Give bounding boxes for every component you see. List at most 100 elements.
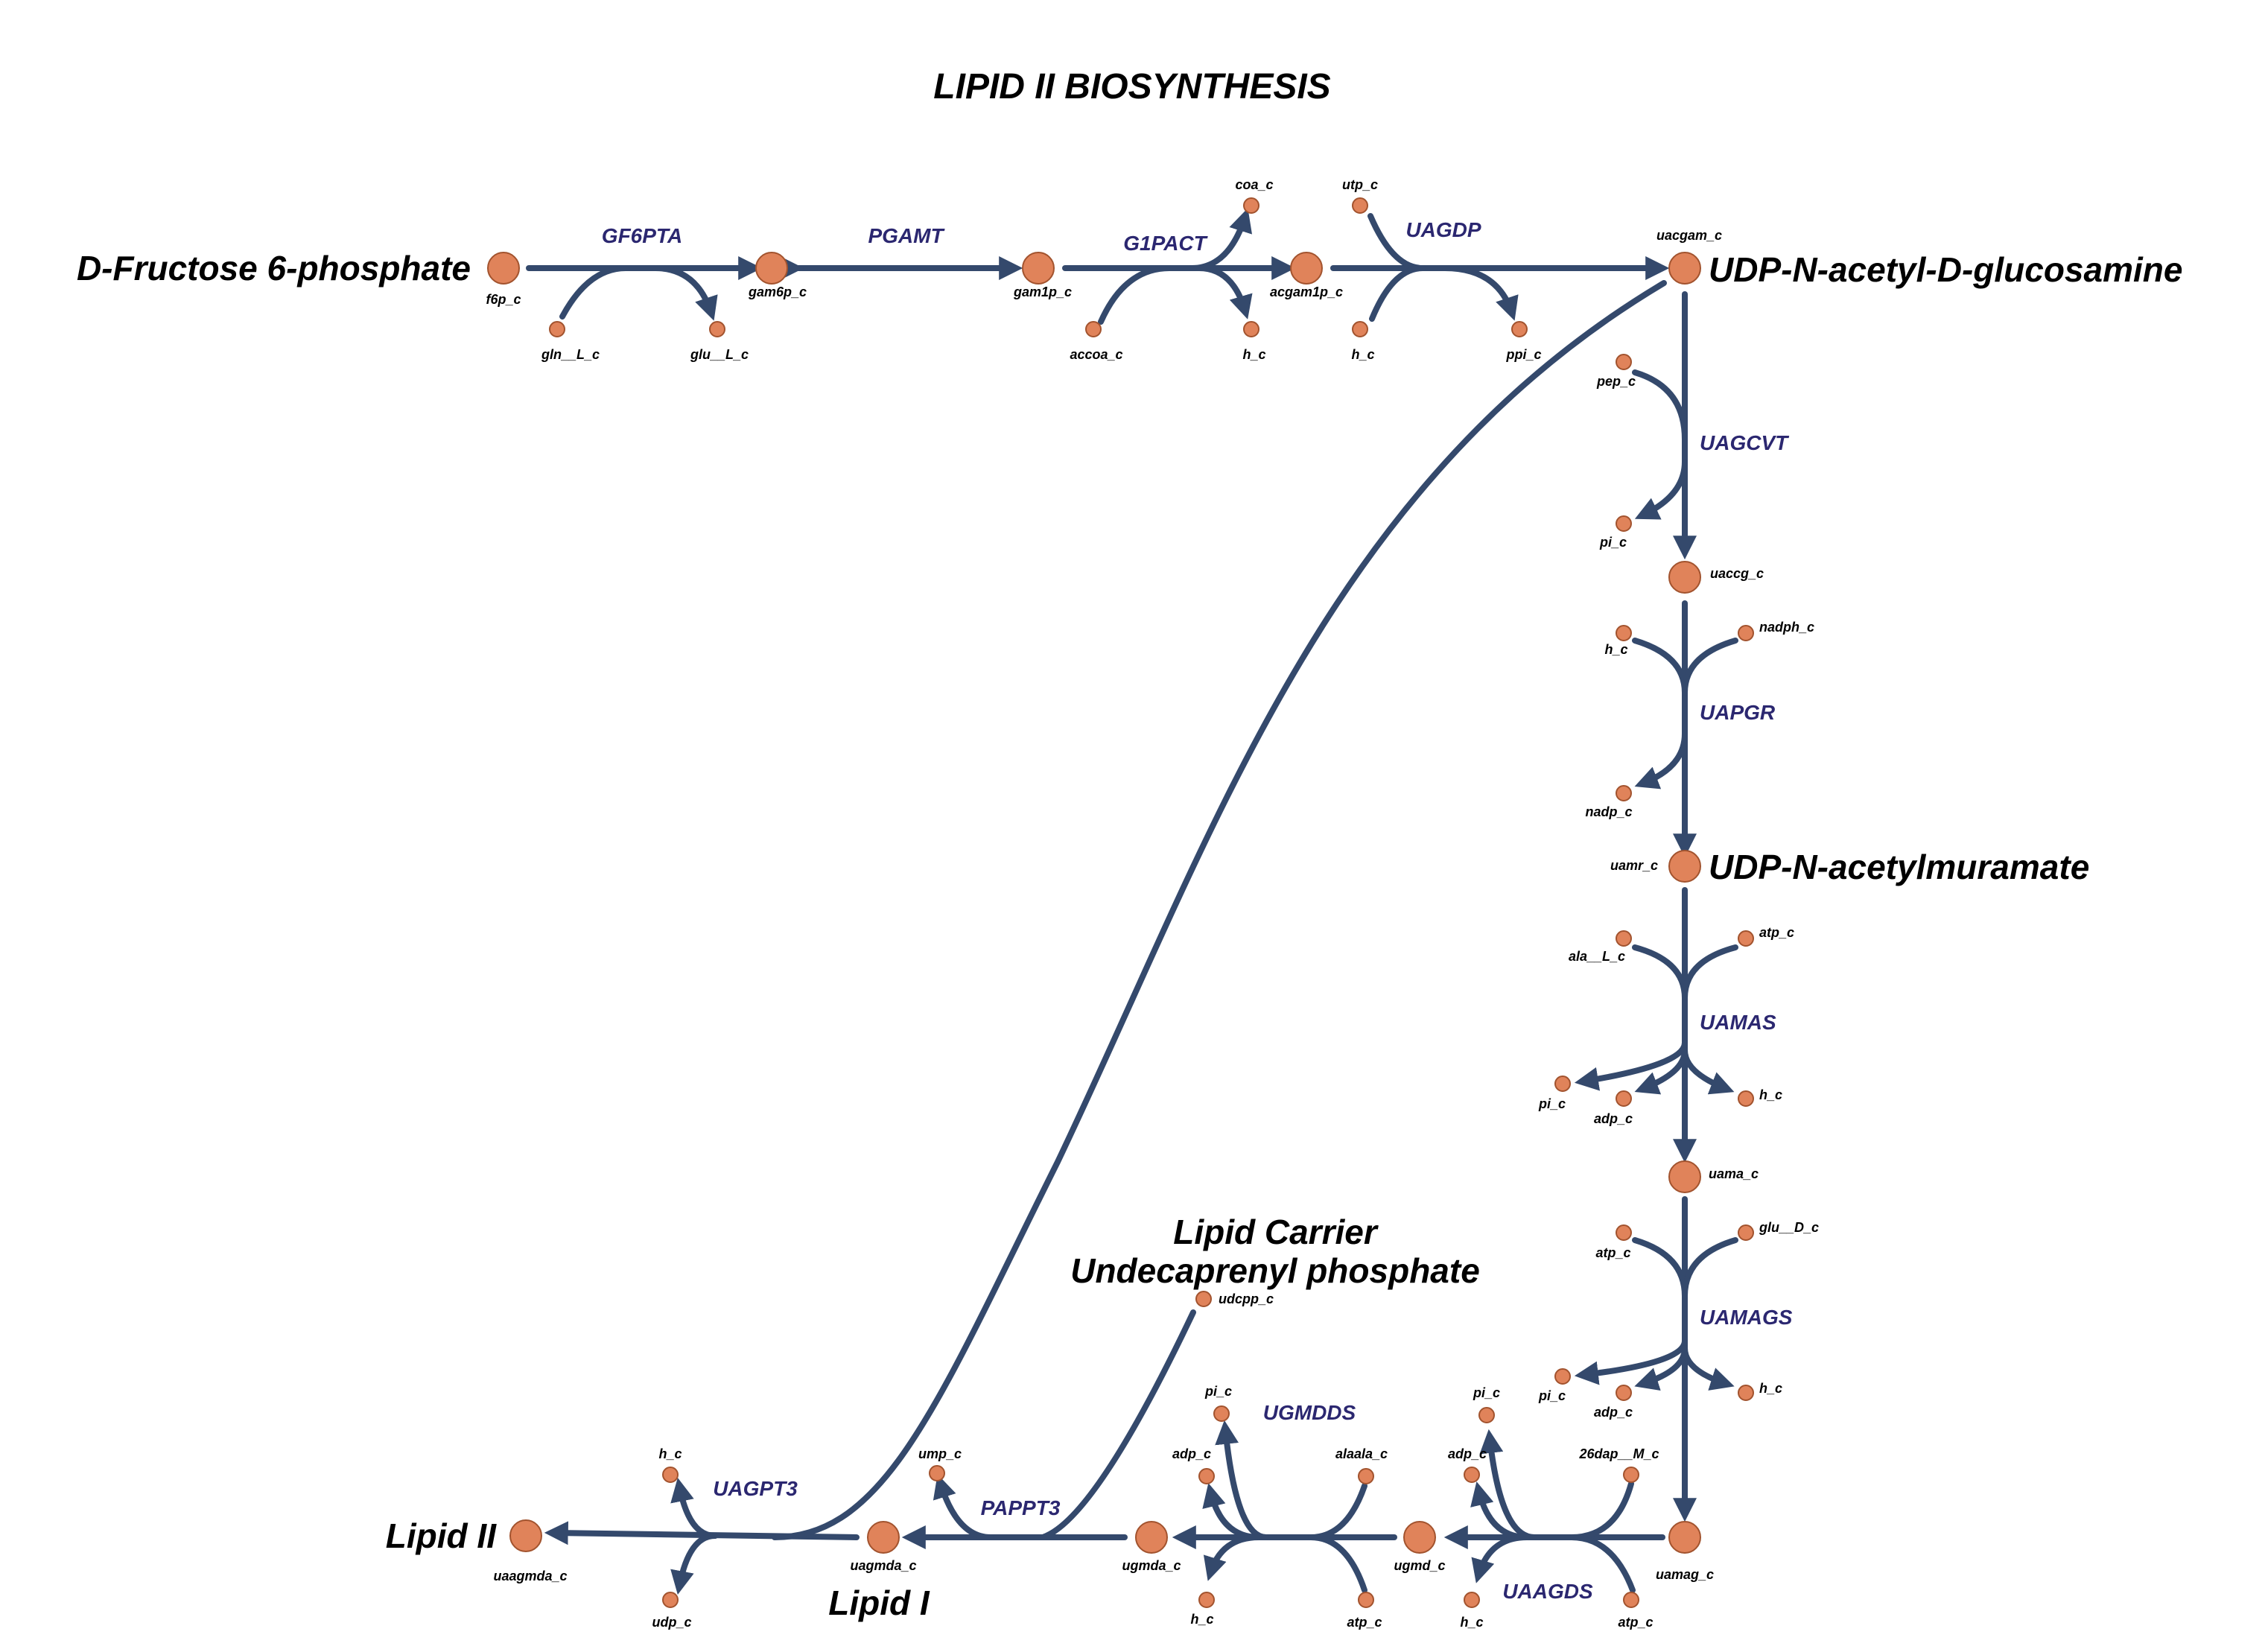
- edge-uagpt3-uacgam[interactable]: [772, 280, 1667, 1540]
- node-26dap[interactable]: [1623, 1467, 1639, 1483]
- node-adp-uamas[interactable]: [1616, 1090, 1632, 1107]
- edge-ugmdds-h[interactable]: [1203, 1534, 1262, 1581]
- node-acgam1p[interactable]: [1290, 252, 1323, 285]
- edge-pappt3-udcpp[interactable]: [1040, 1309, 1196, 1540]
- node-uagmda[interactable]: [867, 1521, 900, 1554]
- edge-uagpt3-udp[interactable]: [670, 1533, 718, 1595]
- rxn-label-uamags[interactable]: UAMAGS: [1700, 1306, 1793, 1329]
- edge-pappt3-ump[interactable]: [933, 1474, 994, 1540]
- rxn-label-gf6pta[interactable]: GF6PTA: [602, 224, 682, 247]
- node-atp-uamas[interactable]: [1738, 930, 1754, 947]
- node-adp-uamags[interactable]: [1616, 1385, 1632, 1401]
- met-label-h-uamas: h_c: [1759, 1087, 1782, 1102]
- edge-uagcvt-pi[interactable]: [1634, 459, 1688, 520]
- edge-ugmdds-atp[interactable]: [1308, 1534, 1367, 1593]
- edge-uapgr-h[interactable]: [1632, 638, 1688, 696]
- rxn-label-pappt3[interactable]: PAPPT3: [981, 1496, 1061, 1519]
- met-label-h-g1pact: h_c: [1242, 347, 1265, 362]
- edge-uagpt3-h[interactable]: [670, 1478, 718, 1539]
- edge-uaagds-h[interactable]: [1471, 1534, 1530, 1583]
- node-uamag[interactable]: [1668, 1521, 1701, 1554]
- node-gln[interactable]: [549, 321, 565, 337]
- node-ugmda[interactable]: [1135, 1521, 1168, 1554]
- edge-uagdp-h[interactable]: [1369, 265, 1426, 322]
- node-h-uagdp[interactable]: [1352, 321, 1368, 337]
- rxn-label-uagdp[interactable]: UAGDP: [1405, 218, 1481, 241]
- edge-uamas-atp[interactable]: [1682, 944, 1738, 1001]
- node-uacgam[interactable]: [1668, 252, 1701, 285]
- rxn-label-uagcvt[interactable]: UAGCVT: [1700, 431, 1790, 454]
- rxn-label-uagpt3[interactable]: UAGPT3: [713, 1477, 798, 1500]
- met-label-adp-ugmdds: adp_c: [1172, 1446, 1211, 1461]
- node-glu[interactable]: [709, 321, 725, 337]
- edge-g1pact-accoa[interactable]: [1098, 265, 1172, 325]
- rxn-label-uamas[interactable]: UAMAS: [1700, 1011, 1776, 1034]
- node-h-uagpt3[interactable]: [662, 1467, 679, 1483]
- node-adp-ugmdds[interactable]: [1198, 1468, 1215, 1484]
- edge-uaagds-26dap[interactable]: [1569, 1481, 1634, 1540]
- met-label-atp-uamas: atp_c: [1759, 925, 1794, 940]
- node-pi-uaagds[interactable]: [1478, 1407, 1495, 1423]
- node-uaccg[interactable]: [1668, 561, 1701, 594]
- node-accoa[interactable]: [1085, 321, 1102, 337]
- node-uaagmda[interactable]: [509, 1519, 542, 1552]
- node-nadp[interactable]: [1616, 785, 1632, 801]
- met-label-uagmda: uagmda_c: [850, 1558, 916, 1573]
- edge-uamags-glu[interactable]: [1682, 1237, 1738, 1299]
- node-pi-ugmdds[interactable]: [1213, 1405, 1230, 1422]
- edge-ugmdds-pi[interactable]: [1215, 1420, 1269, 1540]
- node-h-g1pact[interactable]: [1243, 321, 1259, 337]
- edge-uaagds-atp[interactable]: [1569, 1534, 1636, 1593]
- node-ppi[interactable]: [1511, 321, 1528, 337]
- node-udp[interactable]: [662, 1592, 679, 1608]
- node-coa[interactable]: [1243, 197, 1259, 214]
- edge-uamas-h[interactable]: [1682, 1047, 1735, 1095]
- node-nadph[interactable]: [1738, 625, 1754, 641]
- met-label-pi-uaagds: pi_c: [1473, 1385, 1500, 1400]
- edge-uagcvt-pep[interactable]: [1632, 369, 1688, 442]
- node-pi-uagcvt[interactable]: [1616, 515, 1632, 532]
- node-glu-d[interactable]: [1738, 1224, 1754, 1241]
- edge-uamags-h[interactable]: [1682, 1345, 1735, 1391]
- node-atp-ugmdds[interactable]: [1358, 1592, 1374, 1608]
- edge-uamags-atp[interactable]: [1632, 1237, 1688, 1299]
- edge-ugmdds-alaala[interactable]: [1308, 1483, 1367, 1540]
- node-pi-uamags[interactable]: [1554, 1368, 1571, 1385]
- node-pep[interactable]: [1616, 354, 1632, 370]
- node-uama[interactable]: [1668, 1160, 1701, 1193]
- node-h-uapgr[interactable]: [1616, 625, 1632, 641]
- edge-gf6pta-gln[interactable]: [559, 265, 629, 320]
- node-ugmd[interactable]: [1403, 1521, 1436, 1554]
- node-h-uaagds[interactable]: [1464, 1592, 1480, 1608]
- edge-uapgr-nadp[interactable]: [1634, 731, 1688, 790]
- rxn-label-g1pact[interactable]: G1PACT: [1123, 232, 1208, 255]
- node-pi-uamas[interactable]: [1554, 1076, 1571, 1092]
- node-atp-uaagds[interactable]: [1623, 1592, 1639, 1608]
- node-utp[interactable]: [1352, 197, 1368, 214]
- rxn-label-uaagds[interactable]: UAAGDS: [1502, 1580, 1593, 1603]
- node-gam1p[interactable]: [1022, 252, 1055, 285]
- rxn-label-ugmdds[interactable]: UGMDDS: [1263, 1401, 1356, 1424]
- node-h-uamags[interactable]: [1738, 1385, 1754, 1401]
- node-uamr[interactable]: [1668, 850, 1701, 883]
- node-ump[interactable]: [929, 1465, 945, 1481]
- edge-g1pact-h[interactable]: [1196, 265, 1253, 320]
- edge-gf6pta-glu[interactable]: [652, 265, 718, 321]
- node-h-ugmdds[interactable]: [1198, 1592, 1215, 1608]
- node-ala[interactable]: [1616, 930, 1632, 947]
- node-f6p[interactable]: [487, 252, 520, 285]
- met-label-uaagmda: uaagmda_c: [493, 1569, 567, 1583]
- node-alaala[interactable]: [1358, 1468, 1374, 1484]
- label-lipid1: Lipid I: [828, 1583, 930, 1622]
- node-adp-uaagds[interactable]: [1464, 1467, 1480, 1483]
- node-udcpp[interactable]: [1195, 1291, 1212, 1307]
- rxn-label-uapgr[interactable]: UAPGR: [1700, 701, 1776, 724]
- edge-uamas-ala[interactable]: [1632, 944, 1688, 1001]
- met-label-pi-ugmdds: pi_c: [1204, 1384, 1232, 1399]
- node-gam6p[interactable]: [755, 252, 788, 285]
- edge-uagdp-ppi[interactable]: [1442, 265, 1519, 321]
- node-h-uamas[interactable]: [1738, 1090, 1754, 1107]
- edge-uapgr-nadph[interactable]: [1682, 638, 1738, 696]
- node-atp-uamags[interactable]: [1616, 1224, 1632, 1241]
- rxn-label-pgamt[interactable]: PGAMT: [868, 224, 945, 247]
